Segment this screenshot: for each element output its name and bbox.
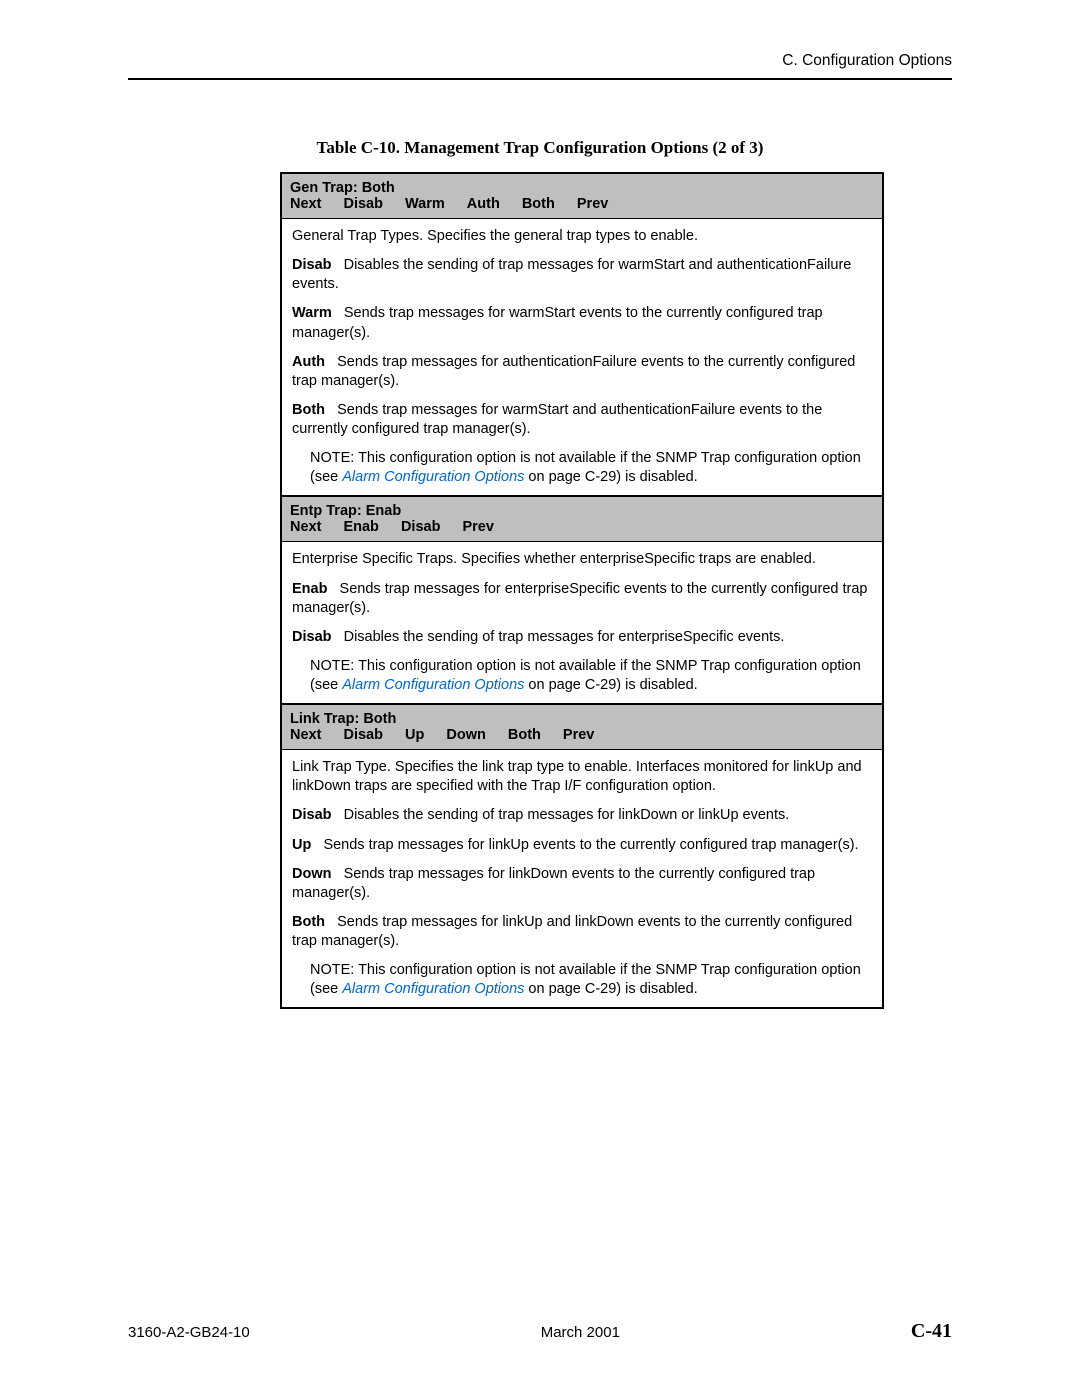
footer-page-number: C-41 [911, 1320, 952, 1343]
item-label: Auth [292, 354, 325, 370]
alarm-config-link[interactable]: Alarm Configuration Options [342, 677, 524, 693]
item-label: Up [292, 837, 311, 853]
item-text: Sends trap messages for warmStart and au… [292, 402, 822, 437]
opt: Next [290, 727, 321, 743]
section-options: Next Enab Disab Prev [290, 519, 874, 535]
item-text: Sends trap messages for warmStart events… [292, 305, 823, 340]
alarm-config-link[interactable]: Alarm Configuration Options [342, 469, 524, 485]
item-text: Sends trap messages for enterpriseSpecif… [292, 581, 867, 616]
note: NOTE: This configuration option is not a… [292, 449, 872, 487]
opt: Prev [577, 196, 608, 212]
footer-date: March 2001 [541, 1324, 620, 1341]
item-row: Up Sends trap messages for linkUp events… [292, 836, 872, 855]
item-text: Sends trap messages for authenticationFa… [292, 354, 855, 389]
item-row: Enab Sends trap messages for enterpriseS… [292, 580, 872, 618]
opt: Prev [563, 727, 594, 743]
opt: Enab [343, 519, 378, 535]
section-options: Next Disab Warm Auth Both Prev [290, 196, 874, 212]
header-rule [128, 78, 952, 80]
opt: Disab [343, 727, 383, 743]
item-text: Disables the sending of trap messages fo… [344, 807, 790, 823]
opt: Next [290, 519, 321, 535]
intro-text: Enterprise Specific Traps. Specifies whe… [292, 550, 872, 569]
note-tail: on page C-29) is disabled. [524, 677, 697, 693]
section-body-gen-trap: General Trap Types. Specifies the genera… [282, 219, 882, 496]
page: C. Configuration Options Table C-10. Man… [0, 0, 1080, 1397]
item-label: Enab [292, 581, 327, 597]
opt: Both [522, 196, 555, 212]
item-label: Warm [292, 305, 332, 321]
opt: Both [508, 727, 541, 743]
section-header-gen-trap: Gen Trap: Both Next Disab Warm Auth Both… [282, 174, 882, 219]
table-caption: Table C-10. Management Trap Configuratio… [128, 138, 952, 158]
item-text: Disables the sending of trap messages fo… [292, 257, 851, 292]
item-label: Disab [292, 807, 332, 823]
opt: Up [405, 727, 424, 743]
opt: Disab [343, 196, 383, 212]
item-text: Sends trap messages for linkUp and linkD… [292, 914, 852, 949]
item-label: Down [292, 866, 331, 882]
section-body-link-trap: Link Trap Type. Specifies the link trap … [282, 750, 882, 1007]
opt: Auth [467, 196, 500, 212]
item-label: Both [292, 402, 325, 418]
item-label: Disab [292, 257, 332, 273]
footer-doc-id: 3160-A2-GB24-10 [128, 1324, 250, 1341]
page-footer: 3160-A2-GB24-10 March 2001 C-41 [128, 1320, 952, 1343]
item-label: Both [292, 914, 325, 930]
note-tail: on page C-29) is disabled. [524, 981, 697, 997]
opt: Prev [462, 519, 493, 535]
item-row: Both Sends trap messages for warmStart a… [292, 401, 872, 439]
item-label: Disab [292, 629, 332, 645]
note: NOTE: This configuration option is not a… [292, 961, 872, 999]
item-row: Disab Disables the sending of trap messa… [292, 806, 872, 825]
intro-text: Link Trap Type. Specifies the link trap … [292, 758, 872, 796]
section-header-entp-trap: Entp Trap: Enab Next Enab Disab Prev [282, 496, 882, 542]
page-header-section: C. Configuration Options [128, 52, 952, 70]
item-text: Sends trap messages for linkUp events to… [323, 837, 858, 853]
section-options: Next Disab Up Down Both Prev [290, 727, 874, 743]
intro-text: General Trap Types. Specifies the genera… [292, 227, 872, 246]
item-text: Disables the sending of trap messages fo… [344, 629, 785, 645]
item-row: Auth Sends trap messages for authenticat… [292, 353, 872, 391]
item-row: Disab Disables the sending of trap messa… [292, 628, 872, 647]
opt: Disab [401, 519, 441, 535]
note-tail: on page C-29) is disabled. [524, 469, 697, 485]
item-row: Both Sends trap messages for linkUp and … [292, 913, 872, 951]
opt: Down [446, 727, 485, 743]
section-body-entp-trap: Enterprise Specific Traps. Specifies whe… [282, 542, 882, 704]
item-row: Disab Disables the sending of trap messa… [292, 256, 872, 294]
opt: Next [290, 196, 321, 212]
section-header-link-trap: Link Trap: Both Next Disab Up Down Both … [282, 704, 882, 750]
config-table: Gen Trap: Both Next Disab Warm Auth Both… [280, 172, 884, 1009]
section-title: Gen Trap: Both [290, 180, 874, 196]
opt: Warm [405, 196, 445, 212]
alarm-config-link[interactable]: Alarm Configuration Options [342, 981, 524, 997]
section-title: Entp Trap: Enab [290, 503, 874, 519]
section-title: Link Trap: Both [290, 711, 874, 727]
item-row: Down Sends trap messages for linkDown ev… [292, 865, 872, 903]
item-text: Sends trap messages for linkDown events … [292, 866, 815, 901]
item-row: Warm Sends trap messages for warmStart e… [292, 304, 872, 342]
note: NOTE: This configuration option is not a… [292, 657, 872, 695]
